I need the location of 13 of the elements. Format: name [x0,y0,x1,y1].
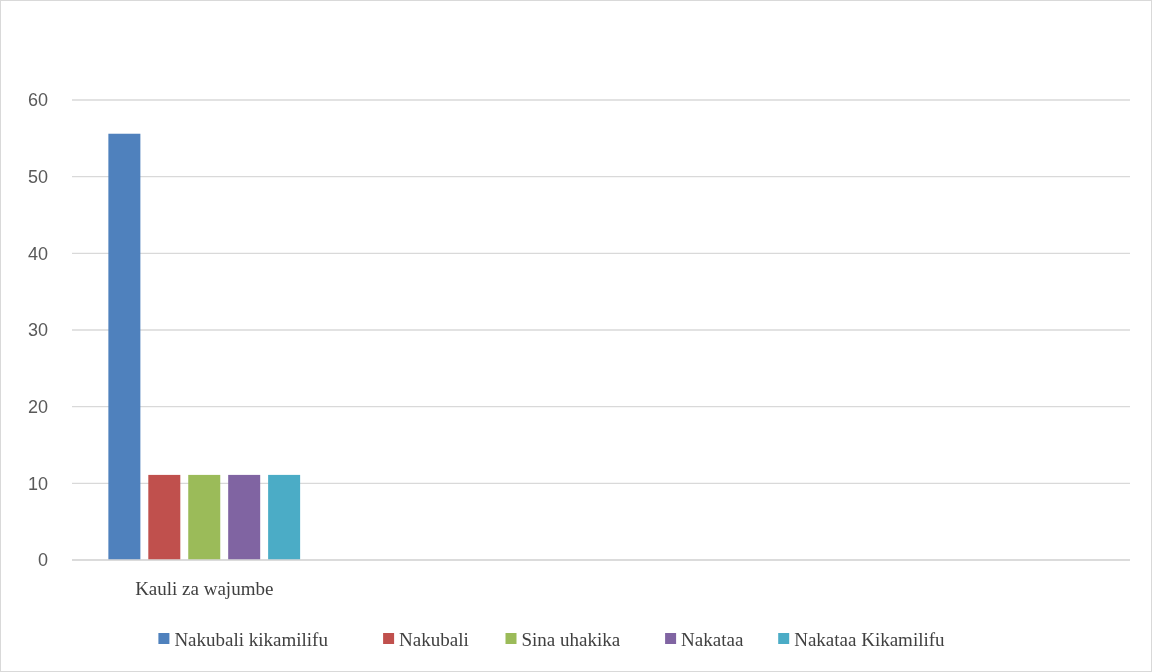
legend-label: Nakubali kikamilifu [174,628,329,650]
legend-label: Nakataa Kikamilifu [794,628,946,650]
y-tick-label: 30 [27,320,48,341]
y-tick-label: 20 [27,396,48,417]
y-tick-label: 40 [27,243,48,264]
y-tick-label: 10 [27,473,48,494]
y-tick-label: 60 [27,90,48,111]
y-tick-label: 0 [37,550,48,571]
legend-label: Nakataa [681,628,744,650]
legend-label: Nakubali [399,628,469,650]
legend-label: Sina uhakika [521,628,621,650]
x-tick-label: Kauli za wajumbe [135,578,274,599]
y-tick-label: 50 [27,166,48,187]
